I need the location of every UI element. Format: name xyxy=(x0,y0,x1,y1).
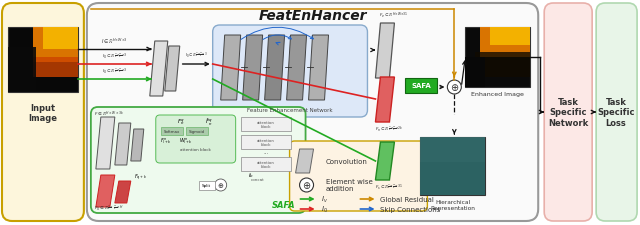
Polygon shape xyxy=(376,142,394,180)
Bar xyxy=(161,127,183,135)
Text: attention
block: attention block xyxy=(257,120,275,129)
Text: Convolution: Convolution xyxy=(326,158,367,164)
Text: attention
block: attention block xyxy=(257,160,275,169)
Text: attention
block: attention block xyxy=(257,138,275,147)
Polygon shape xyxy=(131,129,144,161)
Text: Input
Image: Input Image xyxy=(28,104,58,123)
Bar xyxy=(465,58,485,88)
Bar xyxy=(8,48,36,93)
FancyBboxPatch shape xyxy=(289,141,428,211)
Text: $F_0 \in \mathbb{R}^{\frac{H}{2} \times \frac{W}{2} \times H}$: $F_0 \in \mathbb{R}^{\frac{H}{2} \times … xyxy=(94,202,124,212)
Bar xyxy=(43,28,78,50)
Polygon shape xyxy=(96,117,115,169)
Bar xyxy=(476,53,530,78)
Bar xyxy=(8,28,78,93)
Text: attention block: attention block xyxy=(180,147,211,151)
FancyBboxPatch shape xyxy=(544,4,592,221)
Bar xyxy=(33,28,78,63)
Text: SAFA: SAFA xyxy=(272,201,296,209)
FancyBboxPatch shape xyxy=(87,4,538,221)
Text: Enhanced Image: Enhanced Image xyxy=(471,92,524,97)
Polygon shape xyxy=(264,36,285,101)
Bar xyxy=(405,79,437,94)
Bar xyxy=(241,117,291,131)
Text: $I_b$: $I_b$ xyxy=(248,171,253,180)
Bar xyxy=(186,127,208,135)
Polygon shape xyxy=(308,36,328,101)
Text: $F_n \subset \mathbb{R}^{\frac{H}{2}{\times}\frac{W}{2}{\times}2k}$: $F_n \subset \mathbb{R}^{\frac{H}{2}{\ti… xyxy=(376,124,404,134)
Text: $F_n^q$: $F_n^q$ xyxy=(177,117,185,126)
Text: Hierarchical
Representation: Hierarchical Representation xyxy=(431,199,476,210)
Text: $F_s \subset \mathbb{R}^{\frac{H}{4}{\times}\frac{W}{4}{\times}31}$: $F_s \subset \mathbb{R}^{\frac{H}{4}{\ti… xyxy=(376,182,404,192)
Polygon shape xyxy=(296,149,314,173)
Bar xyxy=(465,28,530,88)
Text: Task
Specific
Network: Task Specific Network xyxy=(548,98,588,127)
Bar xyxy=(480,28,530,58)
Bar xyxy=(241,157,291,171)
Bar xyxy=(198,181,214,190)
Polygon shape xyxy=(287,36,307,101)
Text: $F \in \mathbb{R}^{H \times W \times 3k}$: $F \in \mathbb{R}^{H \times W \times 3k}… xyxy=(94,109,124,118)
Text: Element wise
addition: Element wise addition xyxy=(326,179,372,192)
Text: $I_0 \subset \mathbb{R}^{\frac{H}{2}{\times}\frac{W}{2}{\times}3}$: $I_0 \subset \mathbb{R}^{\frac{H}{2}{\ti… xyxy=(186,50,208,60)
Text: $F_{q+k}$: $F_{q+k}$ xyxy=(134,172,147,182)
Text: $W_{l+k}^n$: $W_{l+k}^n$ xyxy=(179,135,193,145)
Text: $F_{l+k}^n$: $F_{l+k}^n$ xyxy=(160,135,172,145)
Text: $\oplus$: $\oplus$ xyxy=(450,82,459,93)
Bar xyxy=(420,137,485,195)
Polygon shape xyxy=(243,36,262,101)
Text: $\oplus$: $\oplus$ xyxy=(217,181,224,190)
Text: Global Residual: Global Residual xyxy=(380,196,435,202)
Circle shape xyxy=(447,81,461,94)
Bar xyxy=(420,137,485,195)
FancyBboxPatch shape xyxy=(91,108,305,213)
Text: $\oplus$: $\oplus$ xyxy=(302,180,311,191)
Text: ...: ... xyxy=(263,150,268,155)
Text: $I \in \mathbb{R}^{H{\times}W{\times}3}$: $I \in \mathbb{R}^{H{\times}W{\times}3}$ xyxy=(101,36,128,46)
Bar xyxy=(33,58,78,78)
Circle shape xyxy=(214,179,227,191)
Circle shape xyxy=(300,178,314,192)
Text: Sigmoid: Sigmoid xyxy=(189,129,205,133)
FancyBboxPatch shape xyxy=(2,4,84,221)
Bar xyxy=(420,162,485,195)
Polygon shape xyxy=(376,24,394,79)
Polygon shape xyxy=(115,124,131,165)
Text: $I_0 \subset \mathbb{R}^{\frac{H}{2}{\times}\frac{W}{2}{\times}3}$: $I_0 \subset \mathbb{R}^{\frac{H}{2}{\ti… xyxy=(102,51,127,61)
Text: Softmax: Softmax xyxy=(164,129,180,133)
Text: Skip Connections: Skip Connections xyxy=(380,206,441,212)
Text: $I_0 \subset \mathbb{R}^{\frac{H}{4}{\times}\frac{W}{4}{\times}3}$: $I_0 \subset \mathbb{R}^{\frac{H}{4}{\ti… xyxy=(102,66,127,76)
Text: Task
Specific
Loss: Task Specific Loss xyxy=(597,98,635,127)
Text: SAFA: SAFA xyxy=(412,83,431,89)
Polygon shape xyxy=(221,36,241,101)
Bar xyxy=(241,135,291,149)
Text: Split: Split xyxy=(202,184,211,188)
Text: $F_e \subset \mathbb{R}^{H{\times}W{\times}31}$: $F_e \subset \mathbb{R}^{H{\times}W{\tim… xyxy=(380,10,409,20)
Text: $I_v$: $I_v$ xyxy=(321,194,328,204)
Text: concat: concat xyxy=(251,177,264,181)
Polygon shape xyxy=(164,47,180,92)
Text: $\hat{F}_n^q$: $\hat{F}_n^q$ xyxy=(205,116,212,127)
Polygon shape xyxy=(96,175,115,207)
Polygon shape xyxy=(150,42,168,97)
FancyBboxPatch shape xyxy=(596,4,637,221)
Polygon shape xyxy=(115,181,131,203)
Text: Feature Enhancement Network: Feature Enhancement Network xyxy=(247,108,333,113)
FancyBboxPatch shape xyxy=(156,115,236,163)
Polygon shape xyxy=(376,78,394,122)
Bar xyxy=(490,28,530,46)
Text: $I_0$: $I_0$ xyxy=(321,204,328,214)
FancyBboxPatch shape xyxy=(212,26,367,117)
Text: FeatEnHancer: FeatEnHancer xyxy=(259,9,367,23)
